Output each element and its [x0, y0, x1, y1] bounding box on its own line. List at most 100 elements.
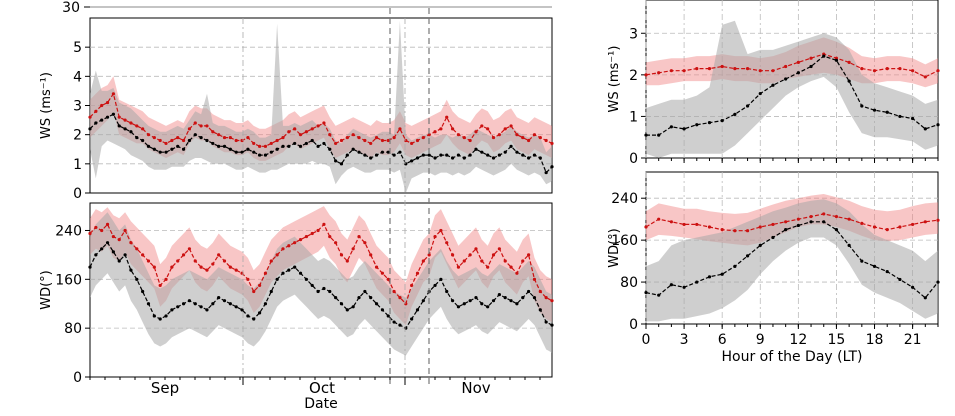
y-tick-label: 240 [611, 191, 638, 207]
series-point-0 [257, 144, 262, 148]
y-tick-label: 1 [73, 157, 82, 173]
series-point-1 [421, 153, 425, 157]
series-point-0 [287, 130, 291, 134]
series-point-1 [480, 302, 484, 306]
series-point-1 [170, 147, 174, 151]
series-point-1 [123, 253, 127, 257]
series-point-0 [281, 135, 285, 140]
series-line-1 [645, 221, 939, 299]
series-point-0 [885, 67, 889, 71]
series-point-0 [369, 141, 373, 146]
series-point-0 [374, 135, 379, 140]
series-point-1 [158, 317, 162, 321]
series-point-0 [550, 141, 554, 146]
series-point-1 [363, 153, 367, 157]
series-point-1 [316, 144, 320, 148]
series-point-0 [847, 60, 851, 64]
y-axis-label: WS (ms⁻¹) [607, 46, 622, 113]
y-tick-label: 240 [55, 223, 82, 239]
series-point-0 [269, 259, 273, 263]
series-point-0 [369, 253, 373, 257]
series-point-1 [228, 302, 232, 306]
series-point-1 [345, 308, 349, 312]
month-tick-label: Sep [151, 379, 179, 397]
series-point-1 [217, 296, 221, 300]
series-point-0 [532, 133, 537, 137]
series-band-1 [90, 212, 552, 356]
series-point-1 [328, 147, 332, 151]
series-point-0 [380, 138, 385, 143]
series-point-1 [491, 299, 496, 303]
series-point-1 [707, 121, 712, 125]
series-point-1 [682, 285, 686, 289]
x-tick-label: 9 [756, 332, 765, 348]
series-point-0 [298, 238, 303, 242]
series-point-1 [88, 265, 92, 269]
series-point-1 [872, 264, 877, 268]
y-tick-label: 160 [611, 233, 638, 249]
series-point-1 [380, 150, 385, 154]
series-point-0 [187, 247, 192, 251]
series-point-1 [515, 150, 519, 154]
series-point-1 [439, 153, 443, 157]
series-point-0 [123, 228, 127, 233]
series-point-1 [345, 153, 349, 157]
y-tick-label: 4 [73, 69, 82, 85]
series-point-0 [936, 218, 940, 222]
series-point-0 [181, 253, 186, 257]
series-point-0 [474, 247, 478, 251]
series-point-1 [456, 305, 461, 309]
series-point-0 [263, 144, 268, 148]
series-point-1 [322, 141, 326, 146]
series-point-0 [88, 115, 92, 119]
series-point-1 [521, 153, 525, 157]
series-point-1 [164, 314, 168, 318]
series-point-1 [497, 292, 501, 297]
y-tick-label: 160 [55, 272, 82, 288]
series-point-0 [733, 67, 737, 71]
series-point-1 [357, 150, 361, 154]
series-point-1 [222, 144, 227, 148]
series-line-0 [645, 213, 939, 232]
x-axis-label: Hour of the Day (LT) [722, 349, 863, 365]
series-point-1 [527, 156, 531, 160]
series-point-1 [351, 147, 355, 151]
x-tick-label: 21 [904, 332, 922, 348]
series-point-1 [240, 150, 244, 154]
series-point-0 [456, 265, 461, 269]
series-point-1 [304, 277, 308, 281]
series-point-0 [205, 268, 209, 272]
series-point-0 [410, 283, 414, 288]
series-point-1 [415, 308, 420, 312]
series-point-0 [199, 124, 203, 128]
series-point-0 [758, 69, 762, 73]
series-point-1 [445, 289, 449, 294]
series-point-0 [822, 212, 826, 216]
series-point-1 [339, 302, 344, 306]
series-point-1 [111, 250, 115, 254]
series-point-0 [421, 135, 425, 140]
series-point-1 [380, 308, 385, 312]
series-point-0 [544, 296, 548, 300]
series-point-1 [181, 147, 186, 151]
series-point-0 [304, 234, 308, 239]
series-point-0 [357, 135, 361, 140]
series-point-0 [439, 127, 443, 131]
series-point-1 [745, 104, 750, 108]
series-point-1 [923, 127, 927, 131]
series-point-0 [374, 265, 379, 269]
series-point-1 [885, 269, 889, 274]
series-point-1 [257, 311, 262, 315]
series-point-0 [421, 259, 425, 263]
series-point-0 [111, 92, 115, 96]
series-point-1 [847, 243, 851, 247]
series-point-0 [468, 253, 472, 257]
series-point-1 [170, 308, 174, 312]
series-point-1 [550, 165, 554, 169]
series-point-1 [527, 289, 531, 294]
series-point-1 [141, 289, 145, 294]
series-point-1 [222, 299, 227, 303]
x-tick-label: 18 [866, 332, 884, 348]
series-point-0 [310, 127, 314, 131]
y-tick-label: 1 [629, 109, 638, 125]
